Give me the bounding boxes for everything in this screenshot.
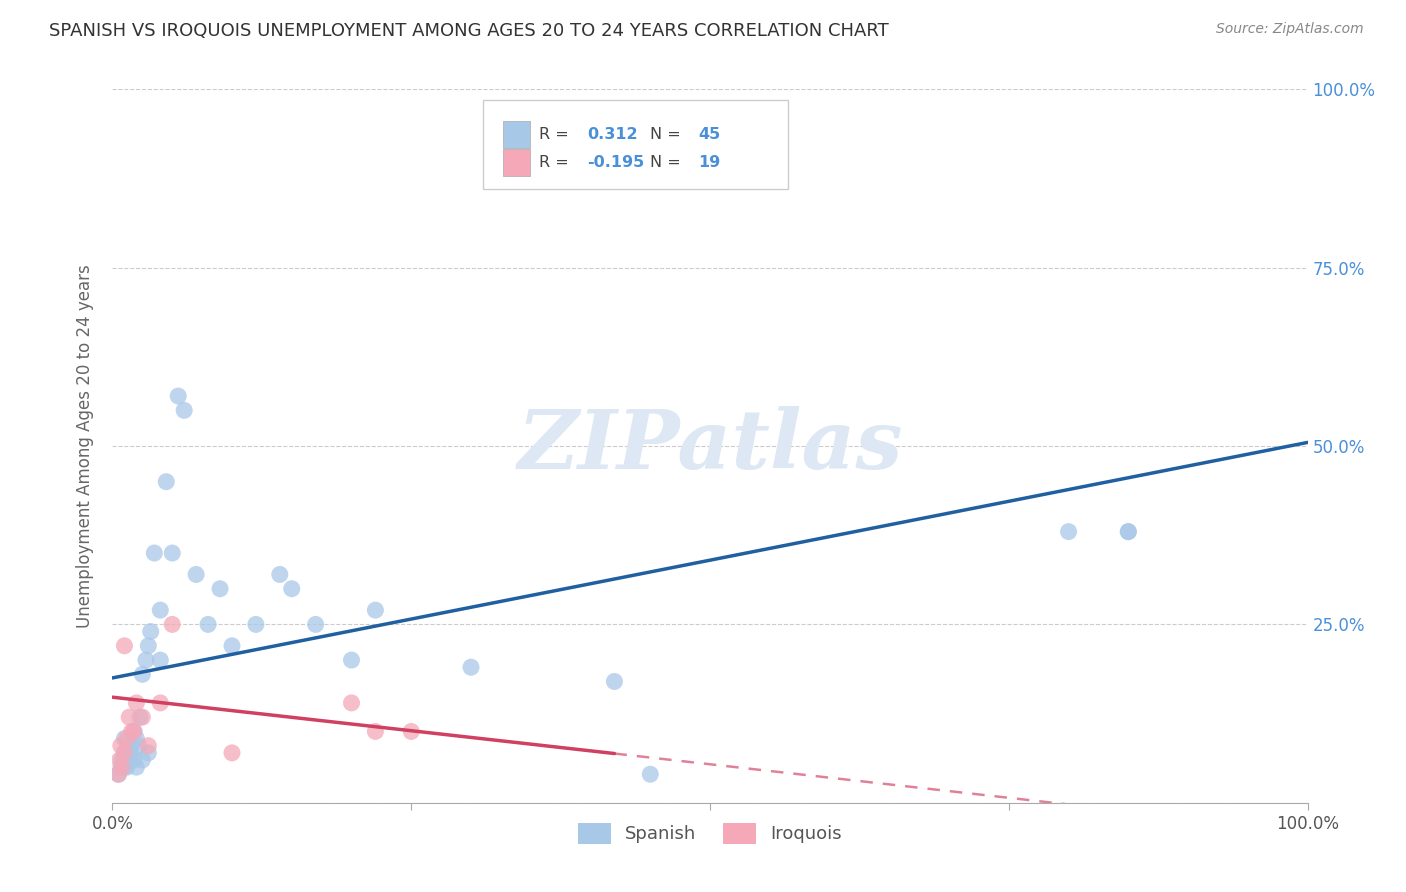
Point bbox=[111, 760, 134, 774]
Point bbox=[110, 739, 132, 753]
Point bbox=[143, 546, 166, 560]
Point bbox=[155, 475, 177, 489]
Point bbox=[186, 567, 208, 582]
Point bbox=[340, 696, 363, 710]
FancyBboxPatch shape bbox=[503, 121, 530, 148]
Point bbox=[135, 653, 157, 667]
Point bbox=[209, 582, 232, 596]
Point bbox=[115, 760, 138, 774]
Point bbox=[107, 767, 129, 781]
Point bbox=[149, 603, 172, 617]
Point bbox=[121, 739, 143, 753]
Point bbox=[138, 639, 160, 653]
Point bbox=[108, 753, 131, 767]
Point bbox=[1057, 524, 1080, 539]
Text: ZIPatlas: ZIPatlas bbox=[517, 406, 903, 486]
Point bbox=[162, 546, 183, 560]
Point bbox=[114, 746, 135, 760]
FancyBboxPatch shape bbox=[484, 100, 787, 189]
Point bbox=[118, 710, 141, 724]
Point bbox=[117, 753, 139, 767]
Point bbox=[131, 753, 153, 767]
Point bbox=[221, 746, 243, 760]
Text: Source: ZipAtlas.com: Source: ZipAtlas.com bbox=[1216, 22, 1364, 37]
Text: SPANISH VS IROQUOIS UNEMPLOYMENT AMONG AGES 20 TO 24 YEARS CORRELATION CHART: SPANISH VS IROQUOIS UNEMPLOYMENT AMONG A… bbox=[49, 22, 889, 40]
Point bbox=[1118, 524, 1140, 539]
Point bbox=[340, 653, 363, 667]
Point bbox=[221, 639, 243, 653]
Point bbox=[364, 724, 387, 739]
Text: R =: R = bbox=[538, 155, 574, 170]
Point bbox=[245, 617, 267, 632]
Point bbox=[114, 760, 135, 774]
Text: N =: N = bbox=[651, 155, 686, 170]
Y-axis label: Unemployment Among Ages 20 to 24 years: Unemployment Among Ages 20 to 24 years bbox=[76, 264, 94, 628]
Point bbox=[167, 389, 190, 403]
Point bbox=[640, 767, 662, 781]
Point bbox=[197, 617, 219, 632]
Text: -0.195: -0.195 bbox=[586, 155, 644, 170]
Text: 0.312: 0.312 bbox=[586, 128, 637, 142]
Point bbox=[110, 760, 132, 774]
Text: 45: 45 bbox=[699, 128, 720, 142]
Point bbox=[138, 739, 160, 753]
Point bbox=[114, 746, 135, 760]
Point bbox=[305, 617, 328, 632]
Point bbox=[269, 567, 291, 582]
Point bbox=[149, 653, 172, 667]
Point bbox=[1118, 524, 1140, 539]
Point bbox=[149, 696, 172, 710]
Point bbox=[173, 403, 195, 417]
Legend: Spanish, Iroquois: Spanish, Iroquois bbox=[571, 815, 849, 851]
Text: R =: R = bbox=[538, 128, 574, 142]
Point bbox=[114, 639, 135, 653]
Point bbox=[401, 724, 423, 739]
Point bbox=[125, 731, 148, 746]
Point bbox=[125, 760, 148, 774]
Point bbox=[162, 617, 183, 632]
Point bbox=[603, 674, 626, 689]
Text: 19: 19 bbox=[699, 155, 720, 170]
Point bbox=[138, 746, 160, 760]
Point bbox=[121, 724, 143, 739]
Text: N =: N = bbox=[651, 128, 686, 142]
FancyBboxPatch shape bbox=[503, 149, 530, 176]
Point bbox=[114, 731, 135, 746]
Point bbox=[120, 746, 142, 760]
Point bbox=[122, 753, 145, 767]
Point bbox=[364, 603, 387, 617]
Point bbox=[131, 667, 153, 681]
Point bbox=[111, 753, 134, 767]
Point bbox=[122, 724, 145, 739]
Point bbox=[107, 767, 129, 781]
Point bbox=[131, 710, 153, 724]
Point bbox=[139, 624, 162, 639]
Point bbox=[129, 710, 152, 724]
Point bbox=[460, 660, 482, 674]
Point bbox=[122, 724, 145, 739]
Point bbox=[115, 731, 138, 746]
Point bbox=[125, 696, 148, 710]
Point bbox=[281, 582, 304, 596]
Point bbox=[128, 739, 150, 753]
